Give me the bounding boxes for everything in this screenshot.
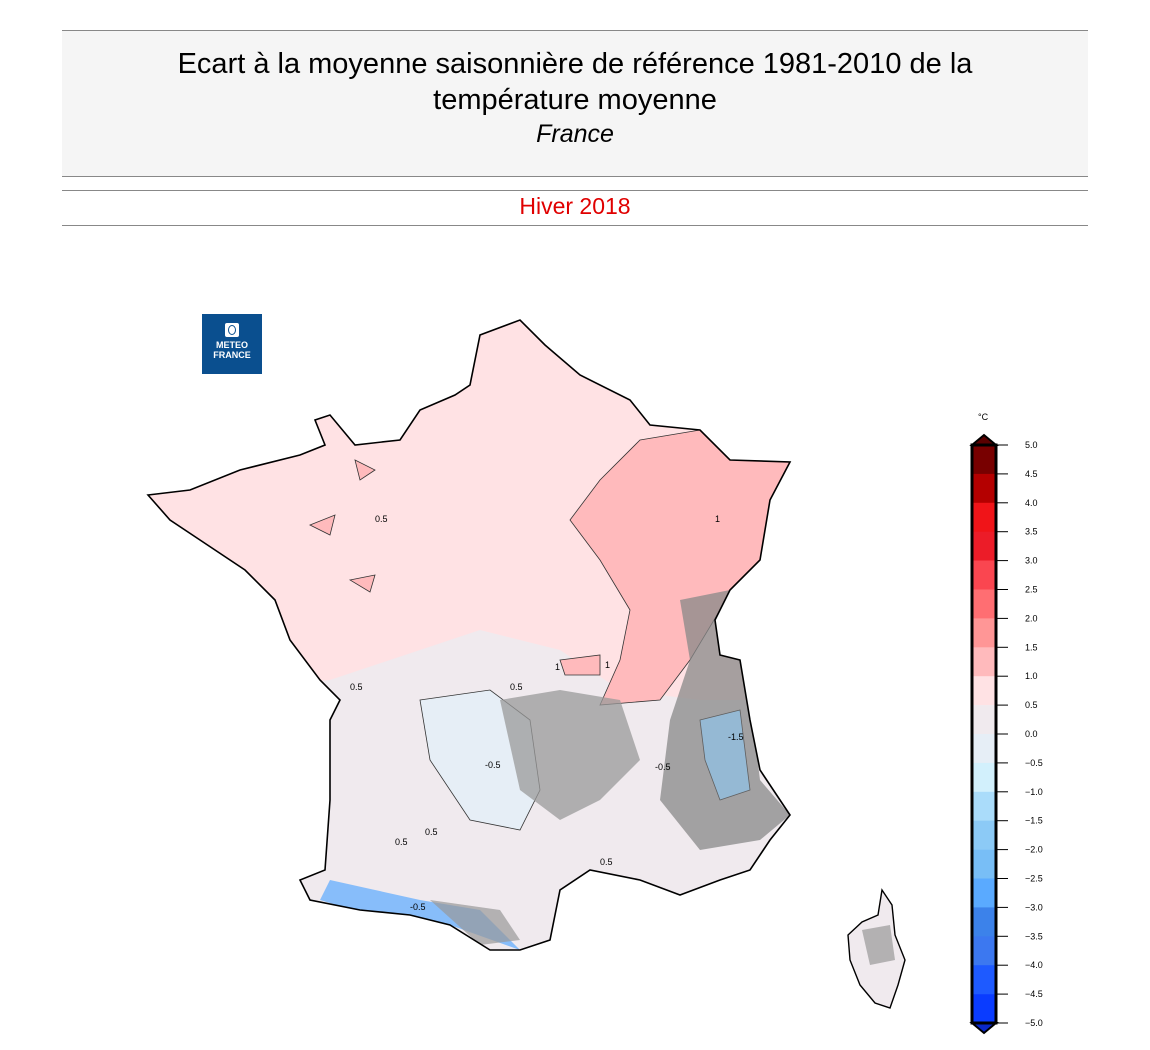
- colorbar-bin: [972, 878, 996, 908]
- colorbar-tick-label: −0.5: [1025, 758, 1043, 768]
- colorbar-tick-label: −2.0: [1025, 845, 1043, 855]
- contour-label: 0.5: [375, 514, 388, 524]
- colorbar-tick-label: 1.5: [1025, 642, 1038, 652]
- colorbar-bin: [972, 734, 996, 764]
- colorbar-bin: [972, 647, 996, 677]
- colorbar-tick-label: 2.0: [1025, 613, 1038, 623]
- colorbar-bin: [972, 965, 996, 995]
- colorbar-bin: [972, 502, 996, 532]
- contour-label: 0.5: [510, 682, 523, 692]
- colorbar-bin: [972, 531, 996, 561]
- contour-label: 1: [715, 514, 720, 524]
- colorbar-unit: °C: [978, 412, 989, 422]
- colorbar-tick-label: 0.5: [1025, 700, 1038, 710]
- contour-label: 1: [605, 660, 610, 670]
- colorbar-tick-label: 4.5: [1025, 469, 1038, 479]
- colorbar-tick-label: −2.5: [1025, 874, 1043, 884]
- contour-label: -0.5: [485, 760, 501, 770]
- contour-label: -1.5: [728, 732, 744, 742]
- colorbar-tick-label: −1.0: [1025, 787, 1043, 797]
- colorbar-bin: [972, 589, 996, 619]
- contour-label: 0.5: [350, 682, 363, 692]
- relief-mask-corsica: [862, 925, 895, 965]
- logo-symbol-icon: [225, 323, 239, 337]
- colorbar-tick-label: −4.5: [1025, 989, 1043, 999]
- colorbar-tick-label: −3.5: [1025, 931, 1043, 941]
- logo-text: METEO: [215, 340, 248, 350]
- colorbar-legend: °C 5.0 4.5 4.0 3.5 3.0 2.5 2.0 1.5 1.0 0.5 0.0 −0.5…: [969, 412, 1043, 1035]
- colorbar-tick-label: 0.0: [1025, 729, 1038, 739]
- colorbar-bin: [972, 676, 996, 706]
- colorbar-bin: [972, 849, 996, 879]
- colorbar-bin: [972, 618, 996, 648]
- contour-label: 0.5: [395, 837, 408, 847]
- colorbar-bin: [972, 473, 996, 504]
- colorbar-bin: [972, 560, 996, 590]
- colorbar-bin: [972, 791, 996, 821]
- colorbar-bin: [972, 762, 996, 793]
- meteo-france-logo: METEO FRANCE: [202, 314, 262, 374]
- colorbar-tick-label: 3.0: [1025, 556, 1038, 566]
- colorbar-tick-label: 5.0: [1025, 440, 1038, 450]
- map-title: Ecart à la moyenne saisonnière de référe…: [177, 48, 973, 116]
- relief-mask-pyrenees: [430, 900, 520, 945]
- contour-label: -0.5: [655, 762, 671, 772]
- colorbar-tick-label: 1.0: [1025, 671, 1038, 681]
- colorbar-tick-label: −5.0: [1025, 1018, 1043, 1028]
- contour-label: 0.5: [425, 827, 438, 837]
- colorbar-bin: [972, 445, 996, 475]
- colorbar-tick-label: 2.5: [1025, 585, 1038, 595]
- colorbar-tick-label: −3.0: [1025, 902, 1043, 912]
- contour-label: -0.5: [410, 902, 426, 912]
- colorbar-tick-label: −1.5: [1025, 816, 1043, 826]
- logo-text: FRANCE: [213, 350, 251, 360]
- france-mainland: [148, 320, 790, 950]
- colorbar-tick-label: −4.0: [1025, 960, 1043, 970]
- colorbar-tick-label: 4.0: [1025, 498, 1038, 508]
- season-label: Hiver 2018: [519, 193, 631, 219]
- contour-label: 1: [555, 662, 560, 672]
- anomaly-zone-neg1.5: [699, 709, 751, 801]
- contour-label: 0.5: [600, 857, 613, 867]
- anomaly-zone-1-1.5: [569, 429, 790, 706]
- relief-mask-massif-central: [500, 690, 640, 820]
- contour-labels: 1 1 1 0.5 0.5 0.5 0.5 0.5 -0.5 -0.5 -1.5…: [350, 514, 744, 912]
- colorbar-bin: [972, 705, 996, 735]
- season-bar: Hiver 2018: [62, 190, 1088, 226]
- colorbar-bin: [972, 936, 996, 966]
- france-coastline: [146, 319, 792, 951]
- header: Ecart à la moyenne saisonnière de référe…: [62, 30, 1088, 177]
- region-label: France: [536, 120, 614, 148]
- colorbar-bin: [972, 820, 996, 850]
- anomaly-zone-pyrenees: [320, 880, 520, 950]
- colorbar-tick-label: 3.5: [1025, 527, 1038, 537]
- colorbar-bin: [972, 907, 996, 937]
- anomaly-patch: [309, 459, 601, 676]
- colorbar-bin: [972, 994, 996, 1024]
